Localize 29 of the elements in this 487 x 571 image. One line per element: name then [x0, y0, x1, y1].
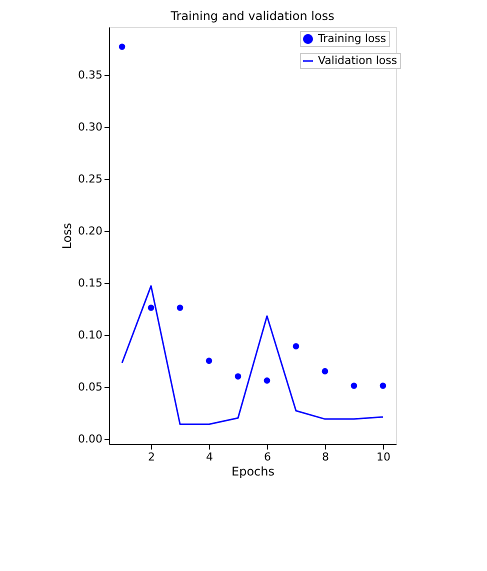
x-tick-label: 6 — [264, 450, 271, 464]
legend-label: Validation loss — [318, 54, 398, 67]
point — [206, 358, 212, 364]
y-axis-title: Loss — [60, 222, 74, 250]
y-tick-label: 0.00 — [78, 432, 102, 446]
point — [264, 377, 270, 384]
y-tick-label: 0.20 — [78, 224, 102, 238]
point — [350, 382, 358, 389]
y-tick-label: 0.10 — [78, 328, 102, 342]
y-tick-label: 0.05 — [78, 380, 102, 394]
point — [322, 368, 328, 374]
point — [292, 343, 300, 350]
y-tick-label: 0.25 — [78, 172, 102, 186]
x-tick-label: 4 — [206, 450, 214, 464]
y-tick-label: 0.15 — [78, 276, 102, 290]
line-series — [121, 285, 384, 425]
y-tick-label: 0.30 — [78, 120, 102, 134]
point — [148, 304, 154, 311]
x-tick-label: 2 — [148, 450, 156, 464]
x-tick-label: 10 — [376, 450, 390, 464]
x-tick-label: 8 — [322, 450, 329, 464]
point — [380, 382, 386, 389]
chart-title: Training and validation loss — [170, 9, 334, 23]
point — [234, 373, 242, 380]
y-tick-label: 0.35 — [78, 68, 102, 82]
point — [118, 44, 126, 50]
point — [176, 304, 184, 311]
x-axis-title: Epochs — [232, 464, 274, 478]
legend-label: Training loss — [317, 32, 386, 45]
